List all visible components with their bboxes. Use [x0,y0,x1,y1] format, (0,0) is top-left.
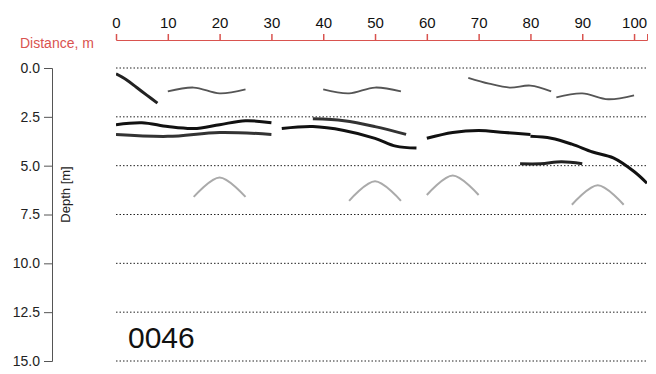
reflector-line [116,121,271,129]
x-tick: 60 [419,14,436,40]
y-tick-label: 12.5 [13,304,40,320]
y-tick-label: 7.5 [21,206,41,222]
x-tick-label: 60 [419,14,436,31]
x-tick-label: 90 [574,14,591,31]
x-axis-line [117,34,648,41]
x-tick-label: 70 [471,14,488,31]
reflector-line [520,162,582,164]
x-tick: 0 [112,14,120,40]
x-tick: 100 [622,14,647,40]
reflector-line [349,181,401,201]
x-axis: 0 10 20 30 40 50 60 70 80 90 100 [112,14,647,41]
reflector-line [556,93,634,99]
y-tick: 5.0 [21,158,52,174]
y-tick: 15.0 [13,353,52,369]
y-axis-line [44,69,53,362]
y-tick-label: 15.0 [13,353,40,369]
y-axis: 0.0 2.5 5.0 7.5 10.0 12.5 15.0 [13,60,53,369]
reflector-line [530,136,647,183]
x-tick-mark [323,34,325,40]
y-tick-label: 2.5 [21,109,41,125]
annotation: 0046 [128,321,195,354]
x-tick-mark [427,34,429,40]
x-tick-mark [271,34,273,40]
reflector-line [323,88,401,94]
y-tick: 0.0 [21,60,52,76]
grid-line [116,312,647,313]
y-tick: 7.5 [21,206,52,222]
x-tick-label: 100 [622,14,647,31]
reflector-line [427,175,479,195]
y-axis-title: Depth [m] [58,166,73,222]
reflector-line [116,132,271,136]
y-tick-mark [44,312,52,313]
x-tick: 90 [574,14,591,40]
x-tick-label: 30 [264,14,281,31]
y-tick-mark [44,68,52,69]
chart: 0 10 20 30 40 50 60 70 80 90 100 Distance, m 0.0 2.5 5… [0,0,656,374]
x-tick-label: 50 [367,14,384,31]
x-tick-mark [219,34,221,40]
x-tick-label: 20 [212,14,229,31]
x-tick-label: 40 [315,14,332,31]
reflector-line [116,74,157,103]
x-tick-label: 0 [112,14,120,31]
x-tick: 40 [315,14,332,40]
x-tick-label: 80 [523,14,540,31]
reflector-line [313,119,406,135]
grid-line [116,68,647,69]
x-tick: 20 [212,14,229,40]
reflector-line [168,88,246,94]
y-tick-mark [44,166,52,167]
y-tick-mark [44,263,52,264]
reflector-line [282,127,417,149]
reflectors [116,74,647,205]
y-tick-mark [44,361,52,362]
grid-line [116,263,647,264]
x-tick-mark [582,34,584,40]
y-tick-label: 5.0 [21,158,41,174]
x-tick-mark [116,34,118,40]
reflector-line [427,131,531,139]
y-tick: 12.5 [13,304,52,320]
x-tick: 10 [160,14,177,40]
x-tick-mark [375,34,377,40]
x-tick-mark [168,34,170,40]
y-tick: 2.5 [21,109,52,125]
x-tick: 80 [523,14,540,40]
grid-line [116,214,647,215]
grid-line [116,361,647,362]
x-tick-mark [530,34,532,40]
x-axis-title: Distance, m [20,35,94,51]
reflector-line [468,78,551,92]
grid [116,68,647,361]
y-tick-mark [44,117,52,118]
x-tick: 70 [471,14,488,40]
reflector-line [572,185,624,205]
x-tick-mark [634,34,636,40]
reflector-line [194,177,246,197]
x-tick-label: 10 [160,14,177,31]
y-tick-label: 0.0 [21,60,41,76]
x-tick-mark [478,34,480,40]
x-tick: 50 [367,14,384,40]
x-tick: 30 [264,14,281,40]
grid-line [116,116,647,117]
y-tick-label: 10.0 [13,255,40,271]
y-tick: 10.0 [13,255,52,271]
grid-line [116,165,647,166]
y-tick-mark [44,215,52,216]
